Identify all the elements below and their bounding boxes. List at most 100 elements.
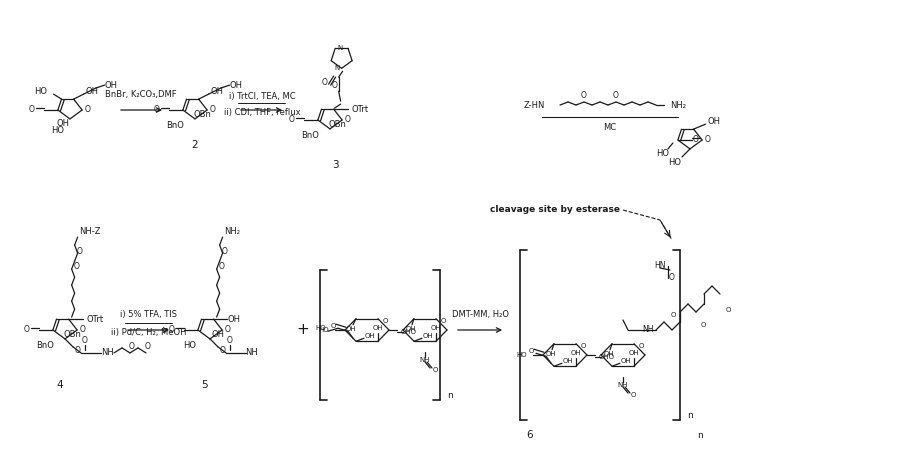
Text: O: O xyxy=(630,392,636,398)
Text: BnBr, K₂CO₃,DMF: BnBr, K₂CO₃,DMF xyxy=(105,91,177,100)
Text: O: O xyxy=(693,135,699,145)
Text: OH: OH xyxy=(57,120,70,128)
Text: O: O xyxy=(154,106,160,114)
Text: OH: OH xyxy=(571,350,581,356)
Text: HO: HO xyxy=(35,86,48,96)
Text: OH: OH xyxy=(210,86,223,96)
Text: O: O xyxy=(322,78,328,86)
Text: OH: OH xyxy=(405,326,416,332)
Text: O: O xyxy=(671,312,675,318)
Text: OH: OH xyxy=(620,358,631,364)
Text: OH: OH xyxy=(104,80,117,90)
Text: O: O xyxy=(84,106,90,114)
Text: HO: HO xyxy=(656,150,670,159)
Text: NH: NH xyxy=(642,326,653,334)
Text: O: O xyxy=(129,342,135,352)
Text: 3: 3 xyxy=(331,160,339,170)
Text: O: O xyxy=(29,106,35,114)
Text: n: n xyxy=(697,431,703,439)
Text: O: O xyxy=(332,80,338,90)
Text: N: N xyxy=(334,65,339,71)
Text: OH: OH xyxy=(423,333,434,339)
Text: n: n xyxy=(687,411,693,419)
Text: 6: 6 xyxy=(527,430,533,440)
Text: HO: HO xyxy=(669,159,682,167)
Text: OH: OH xyxy=(211,330,224,339)
Text: OH: OH xyxy=(604,351,614,357)
Text: O: O xyxy=(210,106,215,114)
Text: N: N xyxy=(338,46,343,52)
Text: OH: OH xyxy=(346,326,356,332)
Text: O: O xyxy=(169,326,175,334)
Text: BnO: BnO xyxy=(36,340,54,350)
Text: NH-Z: NH-Z xyxy=(79,226,101,236)
Text: O: O xyxy=(528,348,533,354)
Text: i) TrtCl, TEA, MC: i) TrtCl, TEA, MC xyxy=(229,92,296,100)
Text: OBn: OBn xyxy=(194,110,211,119)
Text: O: O xyxy=(82,336,88,345)
Text: OBn: OBn xyxy=(64,330,81,339)
Text: OHO: OHO xyxy=(599,354,615,360)
Text: DMT-MM, H₂O: DMT-MM, H₂O xyxy=(451,311,509,319)
Text: ii) Pd/C, H₂, MeOH: ii) Pd/C, H₂, MeOH xyxy=(112,327,187,337)
Text: NH: NH xyxy=(245,348,258,358)
Text: HO: HO xyxy=(51,126,64,135)
Text: O: O xyxy=(75,346,81,355)
Text: O: O xyxy=(705,135,710,145)
Text: i) 5% TFA, TIS: i) 5% TFA, TIS xyxy=(121,311,178,319)
Text: O: O xyxy=(441,319,447,325)
Text: OH: OH xyxy=(372,325,383,331)
Text: ii) CDI, THF, reflux: ii) CDI, THF, reflux xyxy=(223,107,300,117)
Text: O: O xyxy=(227,336,233,345)
Text: HO: HO xyxy=(183,340,197,350)
Text: n: n xyxy=(447,391,453,399)
Text: cleavage site by esterase: cleavage site by esterase xyxy=(490,206,620,214)
Text: O: O xyxy=(221,346,226,355)
Text: OH: OH xyxy=(545,351,556,357)
Text: Z-HN: Z-HN xyxy=(523,100,545,109)
Text: O: O xyxy=(581,343,587,349)
Text: NH₂: NH₂ xyxy=(223,226,240,236)
Text: OH: OH xyxy=(229,80,242,90)
Text: NH: NH xyxy=(618,382,629,388)
Text: O: O xyxy=(74,262,80,271)
Text: OH: OH xyxy=(227,315,240,324)
Text: O: O xyxy=(382,319,388,325)
Text: 5: 5 xyxy=(201,380,209,390)
Text: O: O xyxy=(330,323,336,329)
Text: O: O xyxy=(700,322,705,328)
Text: OH: OH xyxy=(85,86,98,96)
Text: O: O xyxy=(80,326,85,334)
Text: O: O xyxy=(726,307,731,313)
Text: HN: HN xyxy=(654,260,666,270)
Text: OH: OH xyxy=(563,358,574,364)
Text: HO: HO xyxy=(516,352,527,358)
Text: BnO: BnO xyxy=(301,131,318,140)
Text: NH: NH xyxy=(101,348,113,358)
Text: O: O xyxy=(219,262,224,271)
Text: O: O xyxy=(77,246,82,256)
Text: NH₂: NH₂ xyxy=(670,100,686,109)
Text: NH: NH xyxy=(420,357,430,363)
Text: OHO: OHO xyxy=(401,329,417,335)
Text: O: O xyxy=(581,92,587,100)
Text: OH: OH xyxy=(629,350,640,356)
Text: OTrt: OTrt xyxy=(86,315,103,324)
Text: OH: OH xyxy=(365,333,375,339)
Text: 4: 4 xyxy=(57,380,63,390)
Text: OTrt: OTrt xyxy=(351,105,368,113)
Text: O: O xyxy=(224,326,230,334)
Text: O: O xyxy=(639,343,644,349)
Text: O: O xyxy=(24,326,30,334)
Text: O: O xyxy=(613,92,619,100)
Text: O: O xyxy=(432,367,437,373)
Text: 2: 2 xyxy=(191,140,199,150)
Text: O: O xyxy=(289,115,295,125)
Text: O: O xyxy=(221,246,228,256)
Text: O: O xyxy=(145,342,151,352)
Text: BnO: BnO xyxy=(166,120,184,129)
Text: O: O xyxy=(669,273,675,283)
Text: MC: MC xyxy=(603,122,617,132)
Text: OH: OH xyxy=(431,325,441,331)
Text: HO: HO xyxy=(318,327,329,333)
